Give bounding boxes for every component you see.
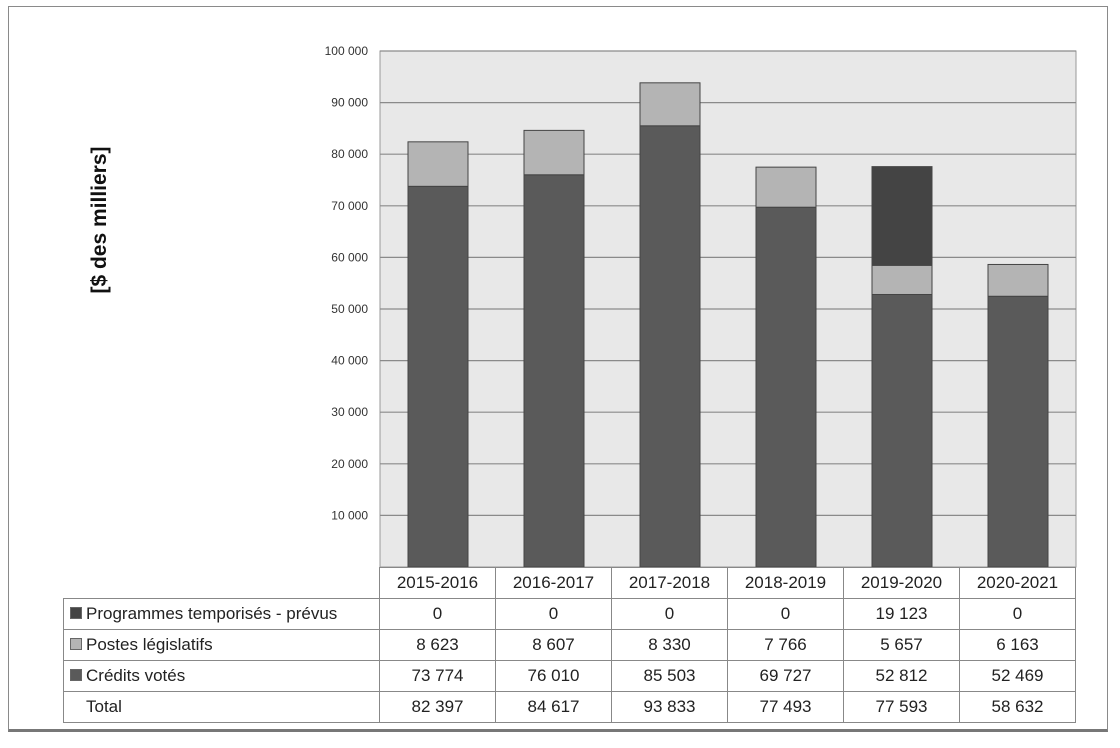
data-label: 52 812 bbox=[843, 660, 960, 692]
bar-segment bbox=[407, 185, 469, 568]
data-label: 0 bbox=[495, 598, 612, 630]
total-value: 77 493 bbox=[727, 691, 844, 723]
legend-label: Crédits votés bbox=[86, 666, 186, 685]
data-label: 19 123 bbox=[843, 598, 960, 630]
bar-segment bbox=[871, 166, 933, 266]
bar-segment bbox=[639, 82, 701, 127]
data-label: 0 bbox=[959, 598, 1076, 630]
y-tick-label: 10 000 bbox=[331, 508, 368, 522]
bar-segment bbox=[755, 166, 817, 208]
data-label: 69 727 bbox=[727, 660, 844, 692]
x-tick-label: 2017-2018 bbox=[611, 567, 728, 599]
legend-entry: Programmes temporisés - prévus bbox=[63, 598, 380, 630]
table-row: Crédits votés 73 774 76 010 85 503 69 727 52 … bbox=[63, 660, 1076, 692]
legend-entry: Crédits votés bbox=[63, 660, 380, 692]
table-row: Postes législatifs 8 623 8 607 8 330 7 766 5 … bbox=[63, 629, 1076, 661]
bar-segment bbox=[407, 141, 469, 187]
data-label: 0 bbox=[611, 598, 728, 630]
data-label: 85 503 bbox=[611, 660, 728, 692]
data-label: 7 766 bbox=[727, 629, 844, 661]
bar-segment bbox=[871, 264, 933, 295]
x-tick-label: 2016-2017 bbox=[495, 567, 612, 599]
data-label: 8 330 bbox=[611, 629, 728, 661]
legend-swatch bbox=[70, 669, 82, 681]
x-tick-label: 2015-2016 bbox=[379, 567, 496, 599]
y-tick-label: 40 000 bbox=[331, 354, 368, 368]
y-tick-label: 90 000 bbox=[331, 96, 368, 110]
x-tick-label: 2020-2021 bbox=[959, 567, 1076, 599]
table-corner bbox=[63, 567, 380, 599]
y-tick-label: 80 000 bbox=[331, 147, 368, 161]
data-label: 0 bbox=[379, 598, 496, 630]
bar-segment bbox=[639, 125, 701, 568]
y-tick-label: 100 000 bbox=[325, 44, 369, 58]
data-table: 2015-2016 2016-2017 2017-2018 2018-2019 2019… bbox=[63, 567, 1076, 723]
y-tick-label: 20 000 bbox=[331, 457, 368, 471]
bar-segment bbox=[987, 263, 1049, 297]
bar-segment bbox=[871, 293, 933, 568]
data-label: 76 010 bbox=[495, 660, 612, 692]
x-tick-label: 2018-2019 bbox=[727, 567, 844, 599]
y-axis-label: [$ des milliers] bbox=[88, 146, 111, 294]
legend-label: Postes législatifs bbox=[86, 635, 213, 654]
data-label: 5 657 bbox=[843, 629, 960, 661]
total-value: 77 593 bbox=[843, 691, 960, 723]
y-tick-label: 70 000 bbox=[331, 199, 368, 213]
bar-segment bbox=[523, 174, 585, 568]
total-value: 84 617 bbox=[495, 691, 612, 723]
table-row-total: Total 82 397 84 617 93 833 77 493 77 593 58 63… bbox=[63, 691, 1076, 723]
legend-swatch bbox=[70, 607, 82, 619]
total-label: Total bbox=[63, 691, 380, 723]
legend-label: Programmes temporisés - prévus bbox=[86, 604, 338, 623]
bar-segment bbox=[755, 206, 817, 568]
bar-segment bbox=[523, 129, 585, 176]
data-label: 8 607 bbox=[495, 629, 612, 661]
data-label: 0 bbox=[727, 598, 844, 630]
x-tick-label: 2019-2020 bbox=[843, 567, 960, 599]
legend-swatch bbox=[70, 638, 82, 650]
y-tick-label: 60 000 bbox=[331, 250, 368, 264]
total-value: 58 632 bbox=[959, 691, 1076, 723]
y-tick-label: 30 000 bbox=[331, 405, 368, 419]
data-label: 52 469 bbox=[959, 660, 1076, 692]
table-row: Programmes temporisés - prévus 0 0 0 0 19 123… bbox=[63, 598, 1076, 630]
chart-frame bbox=[8, 6, 1108, 732]
y-tick-label: 50 000 bbox=[331, 302, 368, 316]
legend-entry: Postes législatifs bbox=[63, 629, 380, 661]
data-label: 6 163 bbox=[959, 629, 1076, 661]
bar-segment bbox=[987, 295, 1049, 568]
data-label: 73 774 bbox=[379, 660, 496, 692]
total-value: 93 833 bbox=[611, 691, 728, 723]
data-label: 8 623 bbox=[379, 629, 496, 661]
total-value: 82 397 bbox=[379, 691, 496, 723]
